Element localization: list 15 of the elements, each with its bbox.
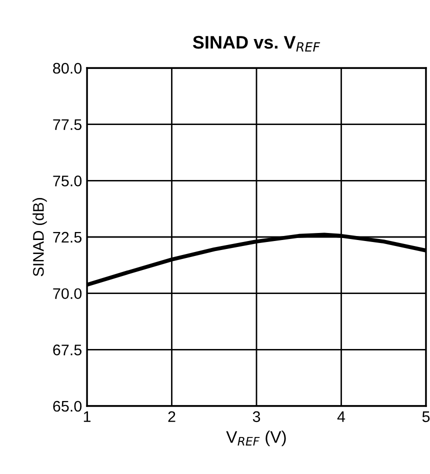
x-tick-label: 3 (252, 411, 260, 422)
y-tick-label: 80.0 (53, 62, 82, 74)
y-tick-label: 72.5 (53, 232, 82, 243)
y-axis-title: SINAD (dB) (32, 198, 47, 276)
y-tick-label: 77.5 (53, 119, 82, 130)
x-tick-label: 5 (422, 411, 430, 422)
chart-title: SINAD vs. V$_{REF}$ (192, 36, 320, 52)
x-tick-label: 1 (84, 411, 91, 422)
y-tick-label: 65.0 (53, 400, 82, 412)
x-axis-title: V$_{REF}$ (V) (226, 430, 286, 446)
y-tick-label: 67.5 (53, 344, 82, 356)
x-tick-label: 2 (168, 411, 176, 422)
x-tick-label: 4 (337, 411, 346, 422)
y-tick-label: 75.0 (53, 176, 82, 186)
y-tick-label: 70.0 (53, 288, 82, 300)
